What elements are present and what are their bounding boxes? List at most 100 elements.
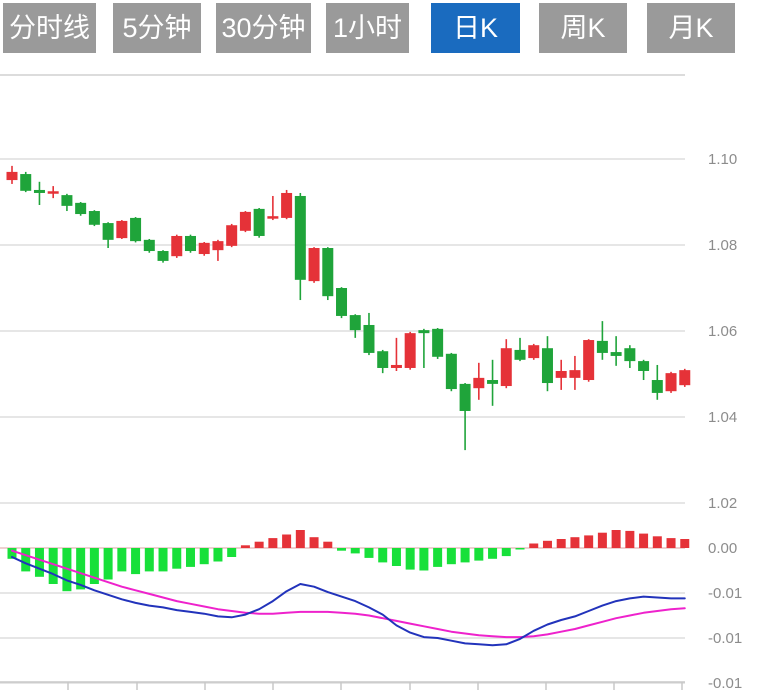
macd-bar-negative: [227, 548, 237, 557]
macd-bar-negative: [460, 548, 470, 563]
candle-body: [308, 248, 320, 282]
candle-body: [665, 373, 677, 392]
candle-body: [418, 330, 430, 334]
candle-body: [336, 288, 348, 316]
candle-body: [116, 220, 128, 239]
tab-1hour[interactable]: 1小时: [326, 3, 409, 53]
candle-body: [514, 349, 526, 360]
macd-bar-positive: [680, 539, 690, 548]
macd-bar-positive: [625, 530, 635, 548]
candle-body: [171, 235, 183, 257]
macd-bar-negative: [144, 548, 154, 572]
macd-bar-positive: [254, 541, 264, 548]
macd-bar-positive: [282, 534, 292, 548]
candle-body: [432, 328, 444, 357]
candle-body: [61, 195, 73, 206]
candle-body: [528, 345, 540, 359]
macd-bar-negative: [419, 548, 429, 571]
candle-body: [267, 216, 279, 219]
candle-body: [638, 361, 650, 371]
macd-bar-positive: [295, 530, 305, 548]
candle-body: [500, 348, 512, 387]
macd-bar-positive: [639, 533, 649, 548]
candle-body: [130, 217, 142, 242]
macd-bar-positive: [268, 538, 278, 548]
macd-bar-negative: [131, 548, 141, 575]
candle-body: [157, 251, 169, 261]
candle-body: [596, 340, 608, 353]
macd-bar-negative: [378, 548, 388, 563]
macd-bar-positive: [666, 538, 676, 548]
macd-bar-negative: [515, 548, 525, 550]
candle-body: [253, 208, 265, 236]
macd-axis-label: 0.00: [708, 540, 737, 557]
price-axis-label: 1.02: [708, 495, 737, 512]
macd-bar-negative: [34, 548, 44, 577]
macd-bar-negative: [48, 548, 58, 584]
dea-line: [11, 549, 686, 639]
candle-body: [33, 189, 45, 193]
macd-bar-negative: [391, 548, 401, 566]
candle-body: [473, 377, 485, 389]
candle-body: [679, 370, 691, 386]
macd-bar-negative: [405, 548, 415, 570]
price-axis-label: 1.06: [708, 323, 737, 340]
candle-body: [404, 333, 416, 368]
tab-5min[interactable]: 5分钟: [113, 3, 201, 53]
macd-bar-negative: [117, 548, 127, 572]
macd-bar-negative: [433, 548, 443, 567]
tab-30min[interactable]: 30分钟: [216, 3, 311, 53]
candle-body: [624, 348, 636, 362]
candle-body: [363, 324, 375, 353]
candle-body: [47, 191, 59, 194]
macd-axis-label: -0.01: [708, 630, 742, 647]
candle-body: [294, 195, 306, 280]
candle-body: [555, 370, 567, 378]
macd-bar-negative: [185, 548, 195, 567]
macd-bar-positive: [323, 541, 333, 548]
macd-bar-negative: [172, 548, 182, 569]
candle-body: [281, 192, 293, 218]
macd-bar-negative: [350, 548, 360, 554]
macd-bar-negative: [76, 548, 86, 590]
macd-bar-positive: [529, 543, 539, 548]
tab-time-share[interactable]: 分时线: [3, 3, 96, 53]
candle-body: [349, 315, 361, 331]
period-tabbar: 分时线 5分钟 30分钟 1小时 日K 周K 月K: [0, 0, 757, 55]
macd-bar-negative: [7, 548, 17, 559]
candle-body: [88, 211, 100, 225]
price-axis-label: 1.08: [708, 237, 737, 254]
macd-bar-negative: [488, 548, 498, 559]
tab-daily-k[interactable]: 日K: [431, 3, 520, 53]
macd-bar-positive: [570, 537, 580, 548]
candle-body: [610, 352, 622, 356]
macd-bar-negative: [501, 548, 511, 557]
macd-bar-positive: [597, 532, 607, 548]
candle-body: [390, 364, 402, 368]
candle-body: [75, 202, 87, 215]
candle-body: [102, 223, 114, 240]
macd-bar-negative: [446, 548, 456, 565]
macd-bar-negative: [199, 548, 209, 565]
candle-body: [459, 383, 471, 411]
macd-bar-negative: [89, 548, 99, 584]
candle-body: [6, 171, 18, 181]
candle-body: [541, 348, 553, 384]
candle-body: [445, 353, 457, 390]
macd-bar-negative: [337, 548, 347, 551]
tab-weekly-k[interactable]: 周K: [539, 3, 627, 53]
tab-monthly-k[interactable]: 月K: [647, 3, 735, 53]
candle-body: [212, 241, 224, 251]
candle-body: [239, 211, 251, 231]
macd-axis-label: -0.01: [708, 585, 742, 602]
macd-bar-positive: [611, 530, 621, 548]
macd-bar-positive: [652, 536, 662, 548]
price-axis-label: 1.04: [708, 409, 737, 426]
macd-bar-negative: [21, 548, 31, 572]
macd-bar-negative: [158, 548, 168, 572]
macd-axis-label: -0.01: [708, 675, 742, 690]
candle-body: [651, 380, 663, 393]
candle-body: [583, 340, 595, 381]
